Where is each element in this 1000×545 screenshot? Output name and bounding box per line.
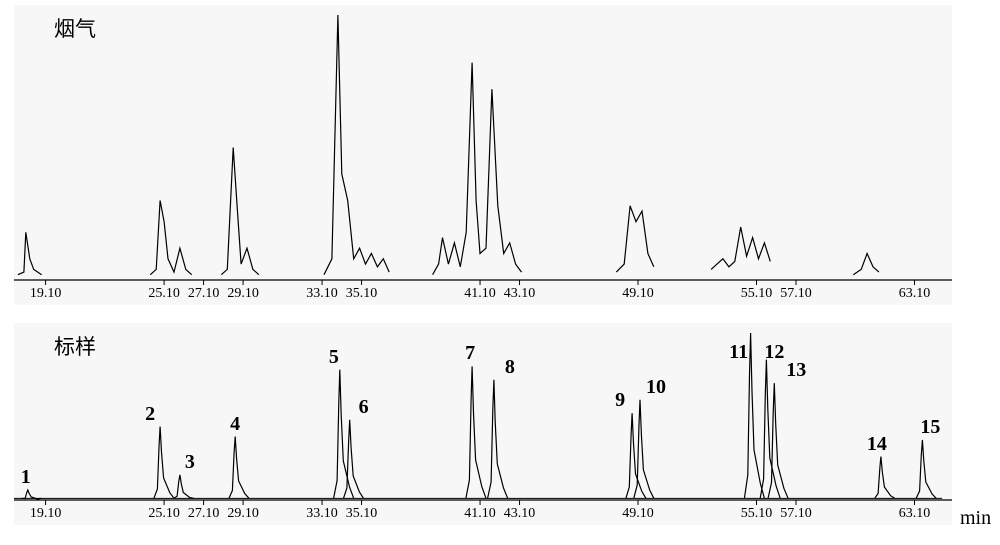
x-tick-label: 57.10 bbox=[780, 506, 812, 522]
peak-label: 11 bbox=[729, 341, 748, 364]
peak-label: 5 bbox=[329, 346, 339, 369]
x-tick-label: 43.10 bbox=[504, 506, 536, 522]
x-tick-label: 19.10 bbox=[30, 506, 62, 522]
x-tick-label: 19.10 bbox=[30, 286, 62, 302]
x-tick-label: 33.10 bbox=[306, 506, 338, 522]
x-tick-label: 57.10 bbox=[780, 286, 812, 302]
chromatogram-smoke bbox=[14, 5, 952, 305]
x-tick-label: 29.10 bbox=[227, 506, 259, 522]
x-tick-label: 41.10 bbox=[464, 286, 496, 302]
x-tick-label: 63.10 bbox=[899, 506, 931, 522]
x-tick-label: 35.10 bbox=[346, 286, 378, 302]
x-tick-label: 49.10 bbox=[622, 286, 654, 302]
peak-label: 6 bbox=[359, 396, 369, 419]
panel-standard: 标样 19.1025.1027.1029.1033.1035.1041.1043… bbox=[14, 323, 952, 525]
peak-label: 2 bbox=[145, 403, 155, 426]
peak-label: 13 bbox=[786, 359, 806, 382]
panel-title-standard: 标样 bbox=[54, 331, 96, 361]
x-tick-label: 35.10 bbox=[346, 506, 378, 522]
x-tick-label: 41.10 bbox=[464, 506, 496, 522]
x-tick-label: 25.10 bbox=[148, 506, 180, 522]
x-tick-label: 63.10 bbox=[899, 286, 931, 302]
peak-label: 12 bbox=[764, 341, 784, 364]
peak-label: 15 bbox=[920, 416, 940, 439]
x-tick-label: 43.10 bbox=[504, 286, 536, 302]
x-axis-unit-label: min bbox=[960, 507, 991, 530]
peak-label: 1 bbox=[21, 466, 31, 489]
plot-area-smoke bbox=[14, 5, 952, 305]
peak-label: 9 bbox=[615, 389, 625, 412]
peak-label: 8 bbox=[505, 356, 515, 379]
peak-label: 14 bbox=[867, 433, 887, 456]
x-tick-label: 55.10 bbox=[741, 506, 773, 522]
peak-label: 3 bbox=[185, 451, 195, 474]
panel-smoke: 烟气 19.10 25.10 27.10 29.10 33.10 35.10 41.10 43… bbox=[14, 5, 952, 305]
x-tick-label: 49.10 bbox=[622, 506, 654, 522]
panel-title-smoke: 烟气 bbox=[54, 13, 96, 43]
peak-label: 10 bbox=[646, 376, 666, 399]
peak-label: 7 bbox=[465, 342, 475, 365]
x-tick-label: 55.10 bbox=[741, 286, 773, 302]
x-tick-label: 29.10 bbox=[227, 286, 259, 302]
x-tick-label: 27.10 bbox=[188, 506, 220, 522]
peak-label: 4 bbox=[230, 413, 240, 436]
x-tick-label: 33.10 bbox=[306, 286, 338, 302]
x-tick-label: 25.10 bbox=[148, 286, 180, 302]
x-tick-label: 27.10 bbox=[188, 286, 220, 302]
